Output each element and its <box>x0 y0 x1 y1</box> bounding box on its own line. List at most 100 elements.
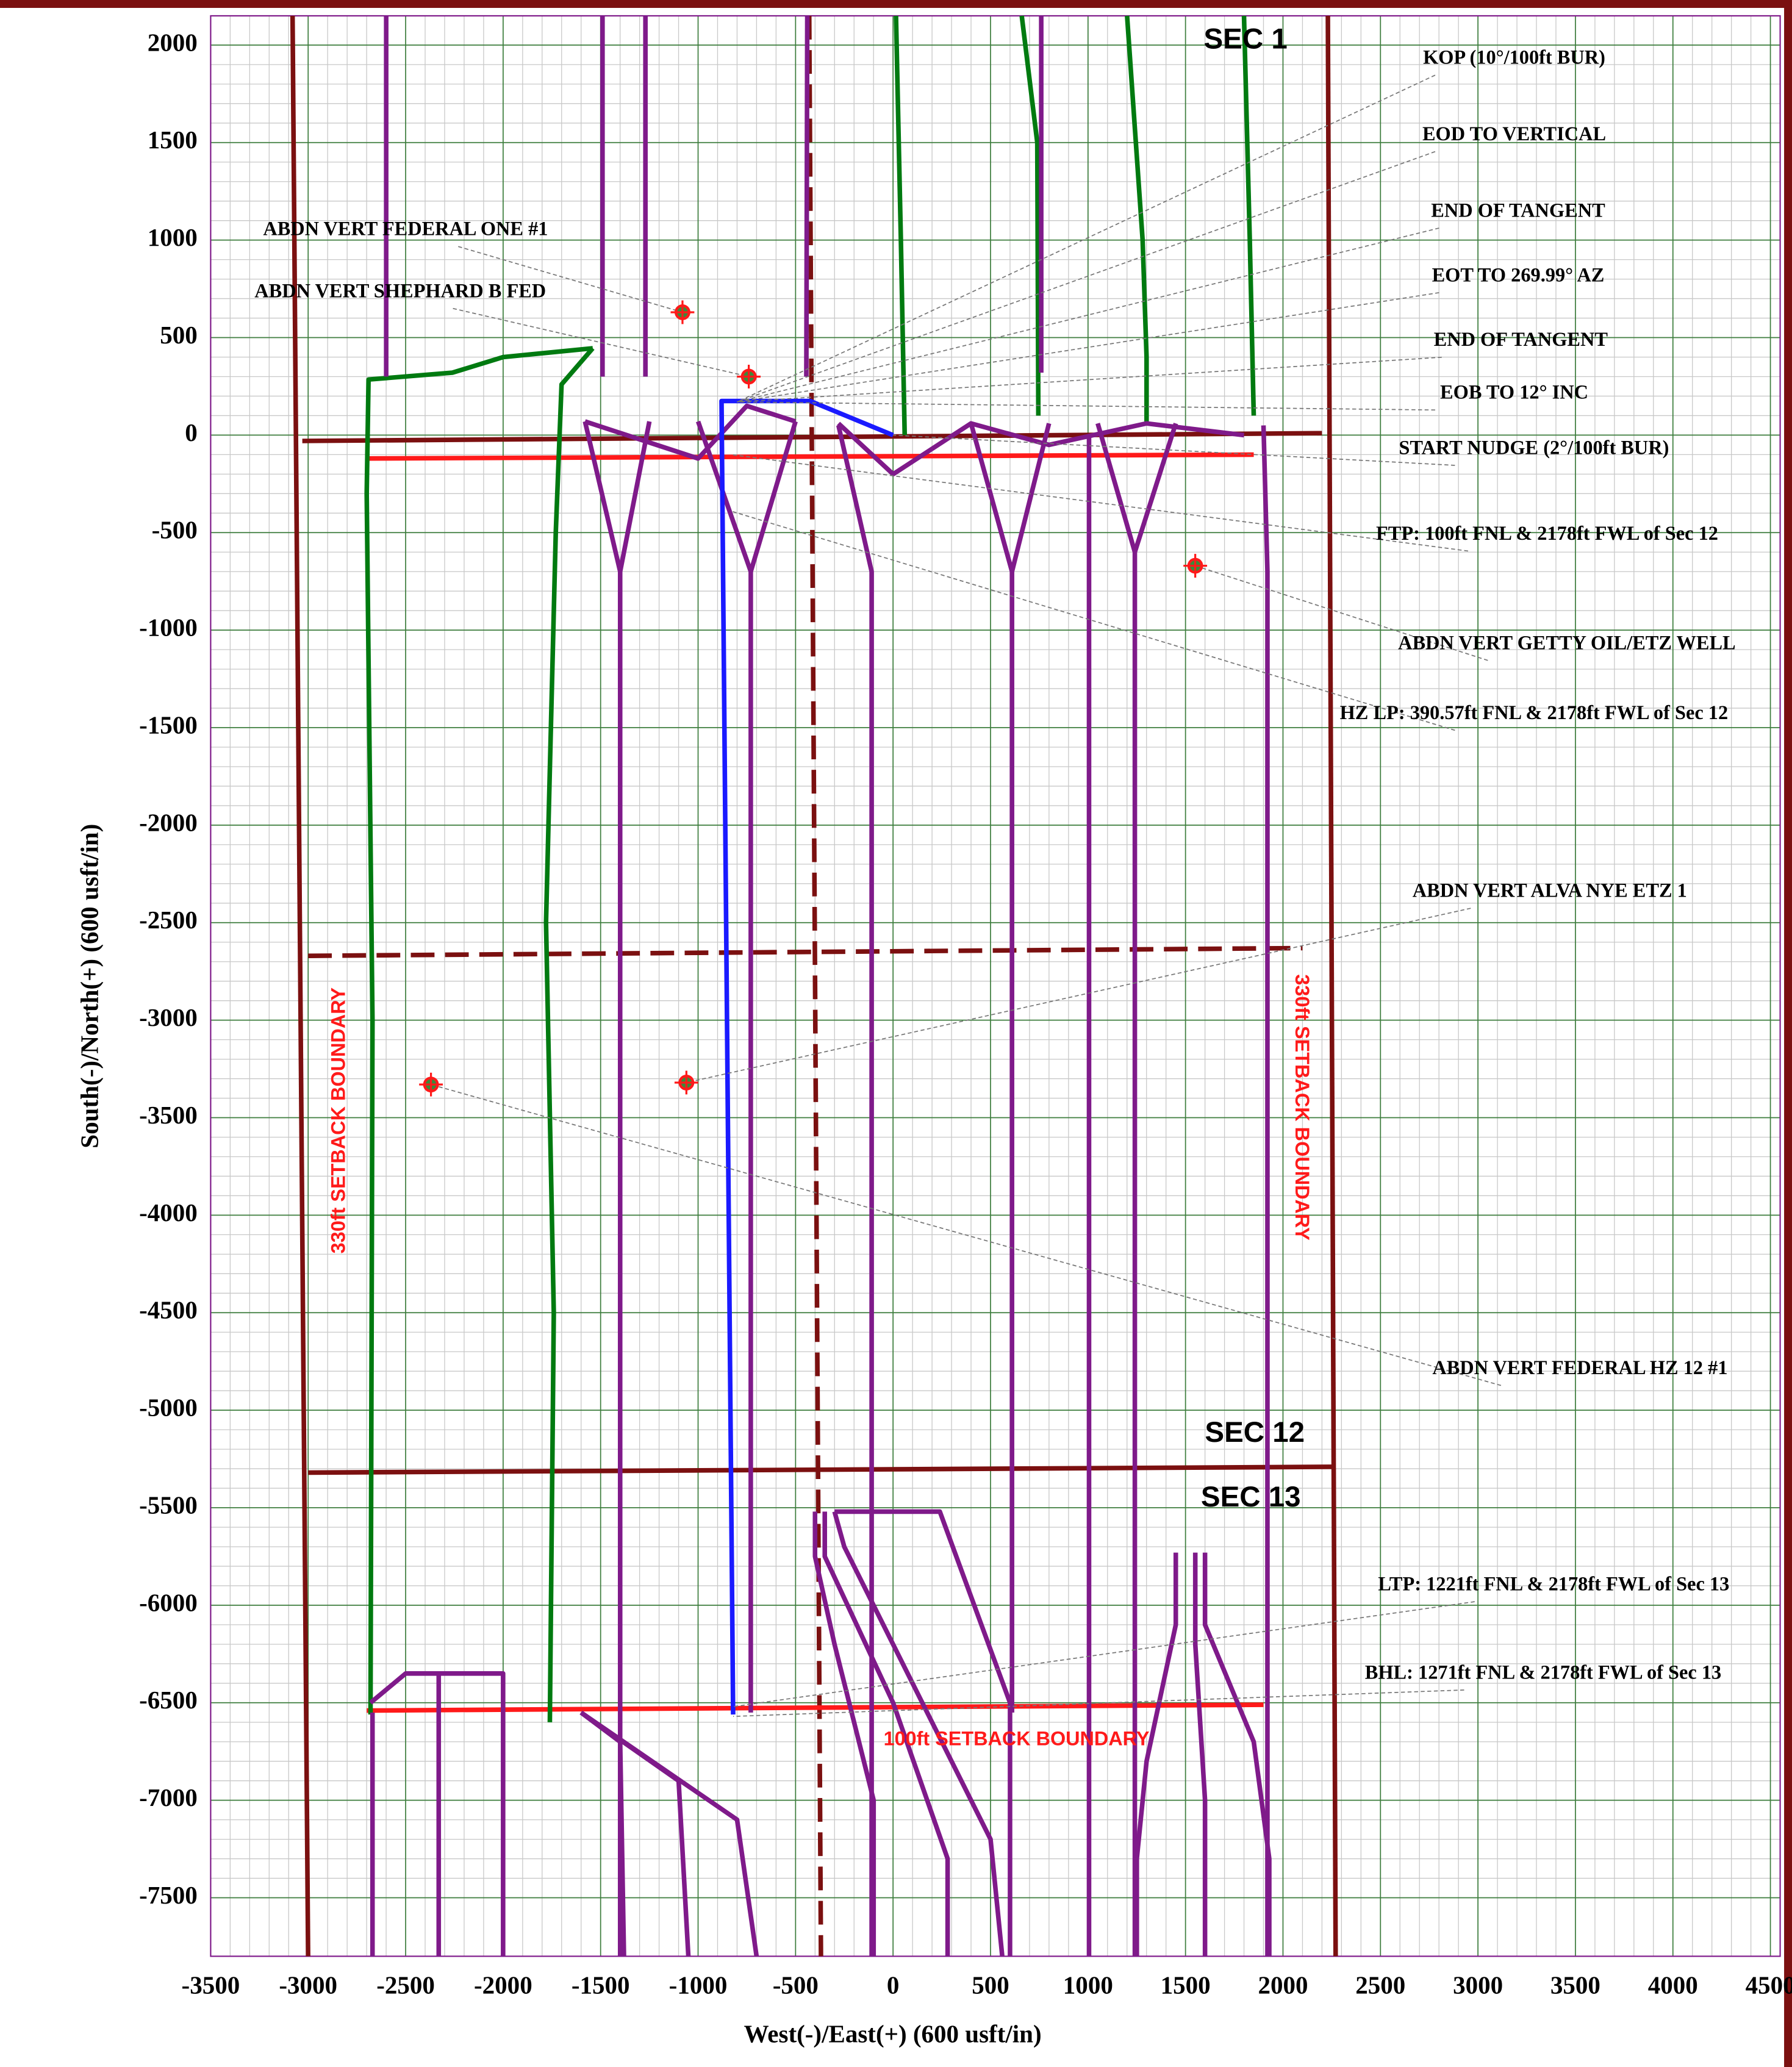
x-tick-label: 3500 <box>1550 1971 1600 1999</box>
y-tick-label: -500 <box>152 516 198 544</box>
x-tick-label: -1000 <box>669 1971 728 1999</box>
leader-line <box>686 908 1471 1083</box>
well-path <box>837 421 1244 477</box>
well-path <box>1125 15 1149 421</box>
section-label: SEC 1 <box>1204 23 1288 56</box>
y-axis-label: South(-)/North(+) (600 usft/in) <box>76 824 104 1148</box>
well-cross <box>737 365 761 389</box>
well-path <box>543 346 595 1722</box>
x-tick-label: 2500 <box>1355 1971 1405 1999</box>
well-path <box>1009 423 1052 573</box>
well-path <box>719 398 894 1715</box>
x-tick-label: 3000 <box>1453 1971 1503 1999</box>
y-tick-label: -4500 <box>139 1296 198 1324</box>
x-tick-label: -1500 <box>572 1971 630 1999</box>
well-path <box>1134 1552 1178 1957</box>
setback-label: 330ft SETBACK BOUNDARY <box>1291 974 1313 1241</box>
leader-line <box>737 74 1436 403</box>
setback-label: 330ft SETBACK BOUNDARY <box>328 987 349 1254</box>
annotation: EOD TO VERTICAL <box>1422 123 1606 145</box>
leader-line <box>1195 565 1488 661</box>
leader-line <box>453 307 749 378</box>
y-tick-label: 500 <box>160 321 198 349</box>
y-tick-label: -7000 <box>139 1783 198 1811</box>
frame-right <box>1784 0 1792 2067</box>
leader-line <box>893 434 1455 466</box>
y-tick-label: -5500 <box>139 1491 198 1519</box>
y-tick-label: -5000 <box>139 1394 198 1422</box>
well-path <box>812 1511 876 1957</box>
well-path <box>822 1511 950 1957</box>
annotation: END OF TANGENT <box>1434 329 1608 351</box>
y-tick-label: -3500 <box>139 1101 198 1129</box>
well-cross <box>670 300 695 324</box>
x-tick-label: 0 <box>887 1971 900 1999</box>
x-tick-label: -3000 <box>279 1971 337 1999</box>
y-tick-label: -2500 <box>139 906 198 934</box>
well-path <box>748 420 798 573</box>
x-tick-label: -2500 <box>376 1971 435 1999</box>
section-label: SEC 12 <box>1205 1416 1305 1449</box>
frame-top <box>0 0 1792 8</box>
well-path <box>1325 15 1338 1957</box>
annotation: START NUDGE (2°/100ft BUR) <box>1399 437 1669 459</box>
well-cross <box>1183 554 1208 578</box>
well-path <box>836 425 874 1957</box>
annotation: ABDN VERT SHEPHARD B FED <box>254 280 546 302</box>
well-path <box>290 15 310 1957</box>
well-cross <box>419 1072 443 1097</box>
well-path <box>806 15 823 1957</box>
well-path <box>369 1671 506 1957</box>
y-tick-label: 1500 <box>148 126 198 154</box>
well-path <box>832 1511 1005 1957</box>
x-tick-label: -3500 <box>182 1971 240 1999</box>
well-path <box>308 1464 1332 1475</box>
well-path <box>1132 423 1178 553</box>
well-path <box>1095 423 1138 1957</box>
leader-line <box>431 1084 1502 1386</box>
x-tick-label: -2000 <box>474 1971 532 1999</box>
y-tick-label: 1000 <box>148 223 198 251</box>
annotation: ABDN VERT FEDERAL ONE #1 <box>263 218 548 240</box>
well-path <box>1019 15 1041 416</box>
well-path <box>618 421 652 572</box>
annotation: FTP: 100ft FNL & 2178ft FWL of Sec 12 <box>1376 523 1718 545</box>
leader-line <box>737 151 1436 403</box>
x-tick-label: 4000 <box>1648 1971 1698 1999</box>
well-cross <box>674 1070 698 1095</box>
y-tick-label: -6500 <box>139 1686 198 1714</box>
annotation: HZ LP: 390.57ft FNL & 2178ft FWL of Sec … <box>1340 702 1729 724</box>
well-path <box>367 1702 1264 1713</box>
annotation: EOT TO 269.99° AZ <box>1432 264 1605 286</box>
well-path <box>894 15 908 435</box>
x-axis-label: West(-)/East(+) (600 usft/in) <box>744 2020 1042 2048</box>
well-path <box>1261 425 1270 1957</box>
well-path <box>834 1509 1012 1957</box>
annotation: BHL: 1271ft FNL & 2178ft FWL of Sec 13 <box>1365 1661 1721 1683</box>
leader-line <box>457 246 683 313</box>
leader-line <box>737 227 1439 403</box>
well-path <box>1241 15 1256 416</box>
annotation: EOB TO 12° INC <box>1440 382 1588 404</box>
x-tick-label: 1000 <box>1063 1971 1113 1999</box>
y-tick-label: -7500 <box>139 1881 198 1909</box>
well-path <box>364 346 593 1715</box>
well-path <box>1202 1552 1272 1957</box>
y-tick-label: -6000 <box>139 1588 198 1616</box>
leader-line <box>737 356 1442 403</box>
y-tick-label: 2000 <box>148 28 198 56</box>
y-tick-label: -3000 <box>139 1003 198 1031</box>
y-tick-label: -1000 <box>139 614 198 642</box>
leader-line <box>731 454 1469 552</box>
x-tick-label: 500 <box>972 1971 1009 1999</box>
x-tick-label: 4500 <box>1746 1971 1792 1999</box>
annotation: END OF TANGENT <box>1431 199 1605 221</box>
annotation: LTP: 1221ft FNL & 2178ft FWL of Sec 13 <box>1378 1574 1729 1596</box>
leader-line <box>737 401 1436 411</box>
x-tick-label: 2000 <box>1258 1971 1308 1999</box>
well-path <box>804 15 810 377</box>
well-path <box>579 1710 759 1957</box>
y-tick-label: 0 <box>185 418 198 446</box>
